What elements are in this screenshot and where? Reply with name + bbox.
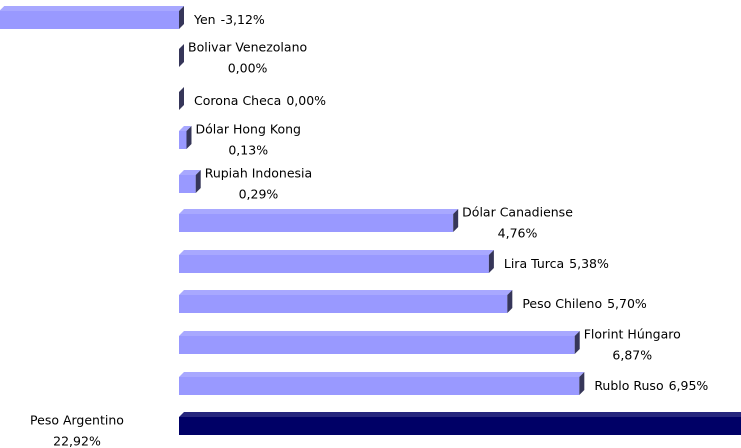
bar — [179, 126, 192, 149]
value-label: -3,12% — [221, 12, 265, 27]
bar — [179, 250, 494, 273]
bar — [179, 209, 459, 232]
bar-side — [488, 250, 494, 273]
value-label: 5,38% — [569, 256, 609, 271]
value-label: 5,70% — [607, 296, 647, 311]
bar-front — [179, 377, 580, 395]
bar-front — [179, 417, 741, 435]
category-name: Dólar Hong Kong — [195, 122, 300, 137]
category-name: Peso Argentino — [30, 413, 124, 428]
data-label: Corona Checa 0,00% — [194, 93, 326, 108]
value-label: 0,13% — [228, 143, 268, 158]
value-label: 6,87% — [612, 348, 652, 363]
data-label: Peso Chileno 5,70% — [522, 296, 647, 311]
bar-side — [453, 209, 459, 232]
bar-side — [179, 44, 184, 67]
category-name: Bolivar Venezolano — [188, 40, 307, 55]
bar-top — [179, 331, 580, 336]
bar-top — [179, 290, 513, 295]
category-name: Yen — [193, 12, 216, 27]
bar-top — [0, 6, 184, 11]
data-label: Lira Turca 5,38% — [504, 256, 609, 271]
bar-side — [186, 126, 192, 149]
bar-front — [179, 336, 575, 354]
bar-top — [179, 250, 494, 255]
bar — [0, 6, 184, 29]
category-name: Florint Húngaro — [584, 327, 681, 342]
category-name: Lira Turca — [504, 256, 564, 271]
category-name: Rublo Ruso — [594, 378, 663, 393]
bar-top — [179, 412, 741, 417]
bar-top — [179, 209, 459, 214]
category-name: Corona Checa — [194, 93, 281, 108]
bar — [179, 412, 741, 435]
bar — [179, 331, 580, 354]
bar-front — [179, 214, 454, 232]
value-label: 4,76% — [498, 226, 538, 241]
bar-front — [179, 255, 489, 273]
bar-top — [179, 170, 201, 175]
value-label: 22,92% — [53, 434, 101, 448]
bar-front — [179, 175, 196, 193]
bar-top — [179, 372, 585, 377]
bar-side — [574, 331, 580, 354]
category-name: Peso Chileno — [522, 296, 602, 311]
bar — [179, 44, 184, 67]
category-name: Rupiah Indonesia — [205, 166, 312, 181]
value-label: 0,29% — [239, 187, 279, 202]
category-name: Dólar Canadiense — [462, 205, 573, 220]
bar — [179, 290, 513, 313]
data-label: Rublo Ruso 6,95% — [594, 378, 708, 393]
bar-front — [0, 11, 180, 29]
bar-side — [195, 170, 201, 193]
data-label: Yen -3,12% — [193, 12, 265, 27]
bar-top — [179, 126, 192, 131]
bar-side — [579, 372, 585, 395]
value-label: 0,00% — [228, 61, 268, 76]
bar — [179, 87, 184, 110]
bar — [179, 170, 201, 193]
bar-side — [507, 290, 513, 313]
bar-side — [179, 87, 184, 110]
bar — [179, 372, 585, 395]
value-label: 0,00% — [286, 93, 326, 108]
bar-side — [179, 6, 184, 29]
value-label: 6,95% — [669, 378, 709, 393]
bar-front — [179, 131, 187, 149]
bar-front — [179, 295, 508, 313]
